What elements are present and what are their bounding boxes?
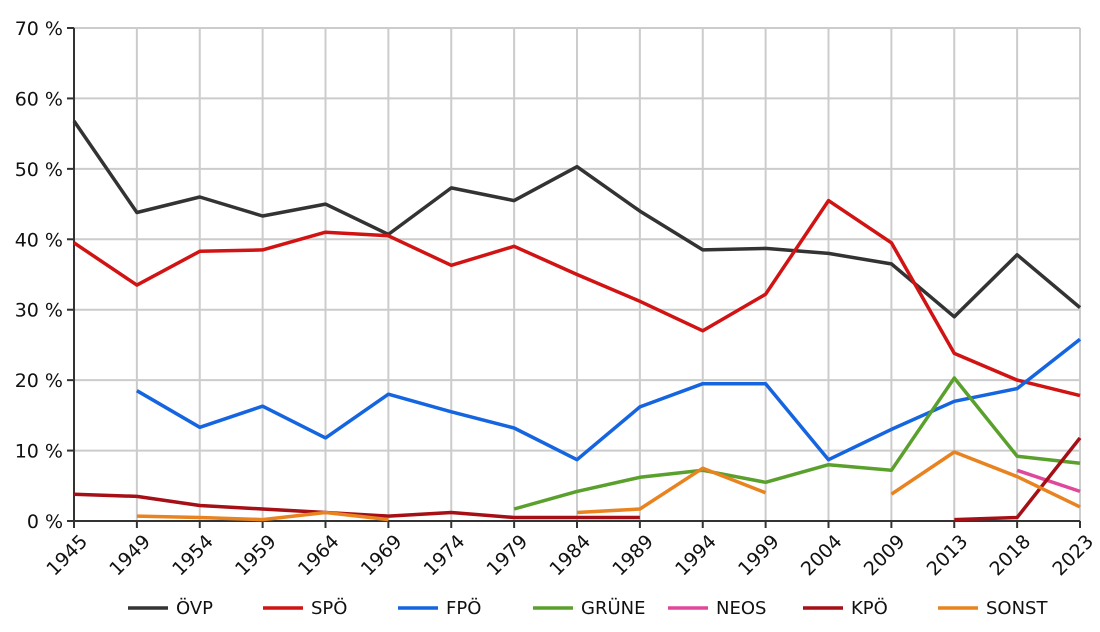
x-tick-label: 1994 bbox=[671, 531, 721, 581]
legend-item-neos: NEOS bbox=[668, 598, 766, 619]
legend-label: KPÖ bbox=[851, 597, 888, 619]
y-axis-ticks: 0 % 10 % 20 % 30 % 40 % 50 % 60 % 70 % bbox=[15, 18, 74, 533]
x-tick-label: 1945 bbox=[42, 531, 92, 581]
legend-item-kpö: KPÖ bbox=[803, 597, 888, 619]
y-tick-label: 10 % bbox=[15, 441, 63, 463]
x-tick-label: 1959 bbox=[231, 531, 281, 581]
x-tick-label: 2009 bbox=[860, 531, 910, 581]
x-tick-label: 1964 bbox=[294, 531, 344, 581]
x-tick-label: 1949 bbox=[105, 531, 155, 581]
series-line-segment bbox=[73, 198, 1081, 398]
series-line-segment bbox=[136, 510, 389, 522]
legend-label: NEOS bbox=[716, 598, 766, 619]
legend: ÖVP SPÖ FPÖ GRÜNE NEOS KPÖ SONST bbox=[128, 597, 1048, 619]
legend-label: ÖVP bbox=[176, 597, 213, 619]
y-tick-label: 60 % bbox=[15, 88, 63, 110]
legend-item-fpö: FPÖ bbox=[398, 597, 481, 619]
legend-label: SPÖ bbox=[311, 597, 347, 619]
legend-item-övp: ÖVP bbox=[128, 597, 213, 619]
series-line-segment bbox=[513, 376, 1081, 511]
legend-item-grüne: GRÜNE bbox=[533, 597, 645, 619]
legend-label: SONST bbox=[986, 598, 1048, 619]
x-tick-label: 2018 bbox=[986, 531, 1036, 581]
series-grüne bbox=[513, 376, 1081, 511]
series-line-segment bbox=[1016, 468, 1081, 494]
series-fpö bbox=[136, 337, 1082, 462]
x-tick-label: 1989 bbox=[608, 531, 658, 581]
y-tick-label: 50 % bbox=[15, 159, 63, 181]
series-neos bbox=[1016, 468, 1081, 494]
x-tick-label: 1974 bbox=[420, 531, 470, 581]
y-tick-label: 30 % bbox=[15, 300, 63, 322]
x-tick-label: 1999 bbox=[734, 531, 784, 581]
x-tick-label: 1969 bbox=[357, 531, 407, 581]
x-axis-ticks: 1945 1949 1954 1959 1964 1969 1974 1979 1984 1989… bbox=[42, 521, 1098, 580]
legend-label: GRÜNE bbox=[581, 597, 645, 619]
x-tick-label: 1979 bbox=[483, 531, 533, 581]
series-lines bbox=[72, 120, 1082, 522]
legend-label: FPÖ bbox=[446, 597, 481, 619]
y-tick-label: 70 % bbox=[15, 18, 63, 40]
y-tick-label: 20 % bbox=[15, 370, 63, 392]
x-tick-label: 2023 bbox=[1048, 531, 1098, 581]
series-line-segment bbox=[890, 450, 1081, 509]
x-tick-label: 2004 bbox=[797, 531, 847, 581]
series-line-segment bbox=[136, 337, 1082, 462]
series-spö bbox=[73, 198, 1081, 398]
y-tick-label: 40 % bbox=[15, 229, 63, 251]
x-tick-label: 1954 bbox=[168, 531, 218, 581]
x-tick-label: 1984 bbox=[545, 531, 595, 581]
series-line-segment bbox=[954, 436, 1082, 522]
x-tick-label: 2013 bbox=[923, 531, 973, 581]
series-sonst bbox=[136, 450, 1081, 522]
legend-item-sonst: SONST bbox=[938, 598, 1048, 619]
series-line-segment bbox=[576, 466, 767, 515]
legend-item-spö: SPÖ bbox=[263, 597, 347, 619]
y-tick-label: 0 % bbox=[27, 511, 63, 533]
